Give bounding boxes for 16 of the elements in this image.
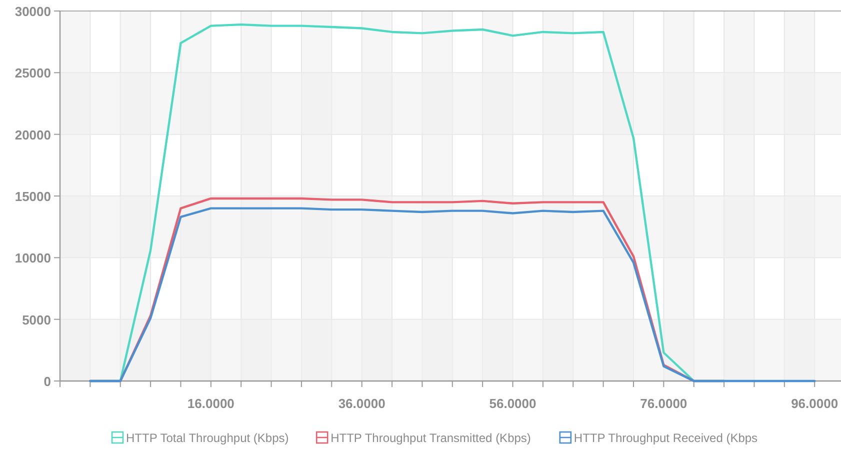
legend-label: HTTP Total Throughput (Kbps) xyxy=(126,431,289,445)
y-tick-label: 25000 xyxy=(14,66,51,81)
x-tick-label: 56.0000 xyxy=(489,396,536,411)
legend-label: HTTP Throughput Received (Kbps xyxy=(574,431,758,445)
legend-label: HTTP Throughput Transmitted (Kbps) xyxy=(330,431,531,445)
x-tick-label: 36.0000 xyxy=(338,396,386,411)
y-tick-label: 10000 xyxy=(14,250,51,266)
x-tick-label: 96.0000 xyxy=(791,396,838,411)
line-series xyxy=(89,207,816,382)
y-tick-label: 0 xyxy=(44,374,51,389)
y-tick-label: 5000 xyxy=(22,312,51,328)
x-tick-label: 16.0000 xyxy=(187,396,234,411)
y-tick-label: 30000 xyxy=(14,4,51,19)
x-tick-label: 76.0000 xyxy=(640,396,688,411)
y-tick-label: 20000 xyxy=(14,127,51,142)
y-tick-label: 15000 xyxy=(14,189,51,204)
